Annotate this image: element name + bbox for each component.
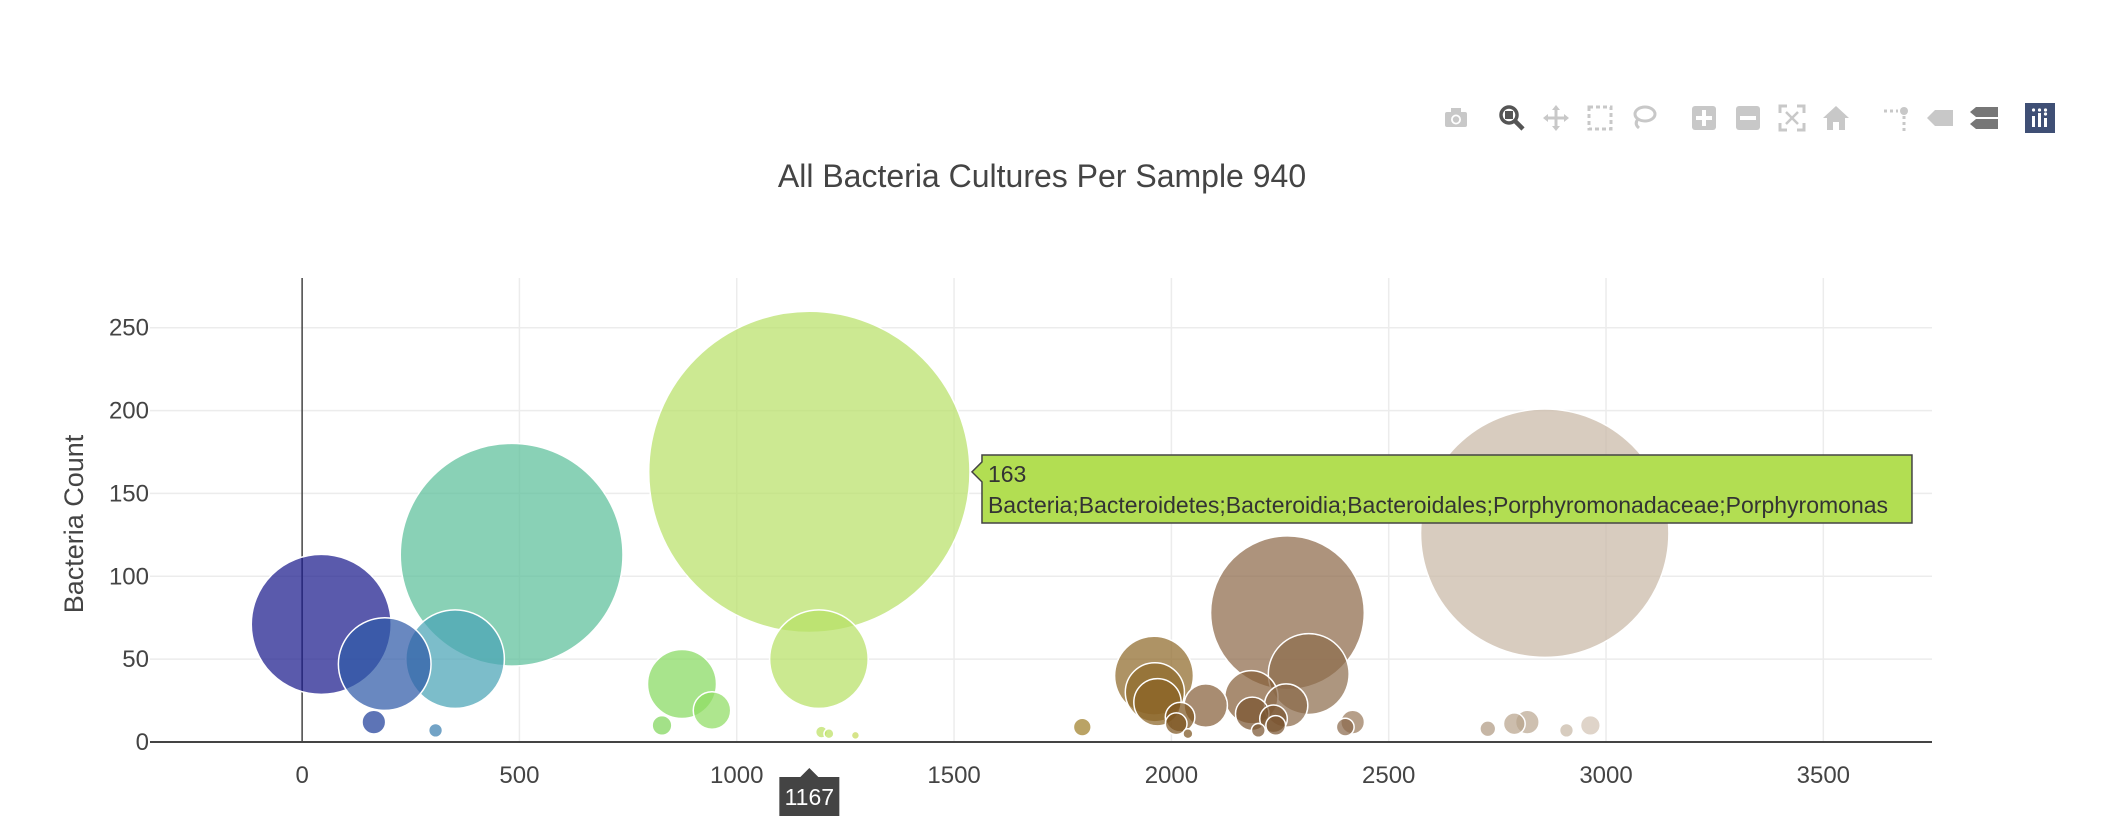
camera-icon: [1445, 108, 1467, 127]
x-hover-label: 1167: [785, 784, 834, 810]
bubble-point[interactable]: [1419, 408, 1670, 659]
bubble-point[interactable]: [647, 310, 971, 634]
y-tick-label: 100: [109, 563, 149, 590]
hover-compare-icon: [1970, 107, 1998, 129]
box-select-icon: [1587, 105, 1613, 131]
zoom-button[interactable]: [1496, 102, 1528, 134]
pan-arrows-icon: [1543, 105, 1569, 131]
hover-closest-button[interactable]: [1924, 102, 1956, 134]
x-tick-label: 2500: [1362, 762, 1415, 789]
lasso-select-button[interactable]: [1628, 102, 1660, 134]
bubble-point[interactable]: [692, 691, 732, 730]
bubble-point[interactable]: [1579, 714, 1601, 737]
bubble-point[interactable]: [1072, 717, 1092, 737]
bubble-point[interactable]: [1479, 720, 1497, 738]
y-tick-label: 200: [109, 398, 149, 425]
hover-box: [970, 454, 1913, 524]
lasso-icon: [1633, 105, 1657, 130]
zoom-out-button[interactable]: [1732, 102, 1764, 134]
reset-axes-button[interactable]: [1820, 102, 1852, 134]
bubble-point[interactable]: [823, 728, 835, 740]
y-tick-label: 150: [109, 480, 149, 507]
bubble-point[interactable]: [768, 609, 869, 710]
bubble-point[interactable]: [1335, 717, 1355, 737]
bubble-point[interactable]: [850, 730, 861, 741]
bubble-point[interactable]: [1250, 722, 1266, 739]
autoscale-icon: [1778, 104, 1806, 132]
autoscale-button[interactable]: [1776, 102, 1808, 134]
bubble-point[interactable]: [427, 722, 444, 739]
bubble-point[interactable]: [361, 709, 387, 735]
bubble-point[interactable]: [1502, 712, 1526, 736]
y-axis-label: Bacteria Count: [59, 434, 89, 613]
bubble-series: [250, 310, 1670, 741]
bubble-point[interactable]: [337, 617, 432, 712]
bubble-point[interactable]: [1558, 722, 1575, 739]
zoom-in-plus-icon: [1692, 106, 1716, 130]
download-plot-button[interactable]: [1440, 102, 1472, 134]
toggle-spike-lines-button[interactable]: [1880, 102, 1912, 134]
x-tick-label: 500: [499, 762, 539, 789]
plotly-logo-button[interactable]: [2024, 102, 2056, 134]
x-tick-label: 0: [295, 762, 308, 789]
box-select-button[interactable]: [1584, 102, 1616, 134]
zoom-in-button[interactable]: [1688, 102, 1720, 134]
x-tick-label: 2000: [1145, 762, 1198, 789]
modebar: [1440, 102, 2080, 138]
bubble-point[interactable]: [651, 714, 673, 737]
x-tick-label: 1000: [710, 762, 763, 789]
pan-button[interactable]: [1540, 102, 1572, 134]
x-tick-label: 1500: [927, 762, 980, 789]
bubble-point[interactable]: [1265, 714, 1287, 737]
home-icon: [1823, 106, 1849, 130]
bubble-point[interactable]: [1164, 712, 1188, 736]
zoom-out-minus-icon: [1736, 106, 1760, 130]
plotly-logo-icon: [2025, 103, 2055, 133]
zoom-magnifier-icon: [1499, 105, 1525, 131]
chart-title: All Bacteria Cultures Per Sample 940: [778, 158, 1306, 194]
hover-label: Bacteria;Bacteroidetes;Bacteroidia;Bacte…: [988, 492, 1888, 518]
bubble-point[interactable]: [1182, 728, 1194, 740]
chart-axes: 0 500 1000 1500 2000 2500 3000 3500 0 50 100 150 200…: [109, 315, 1850, 789]
x-tick-label: 3000: [1579, 762, 1632, 789]
y-tick-label: 250: [109, 315, 149, 342]
y-tick-label: 50: [122, 646, 149, 673]
spike-lines-icon: [1884, 107, 1908, 131]
hover-closest-icon: [1927, 110, 1953, 126]
x-hover-label-box: [779, 768, 840, 816]
hover-tooltip: 163 Bacteria;Bacteroidetes;Bacteroidia;Ba…: [779, 454, 1913, 816]
y-tick-label: 0: [136, 729, 149, 756]
hover-compare-button[interactable]: [1968, 102, 2000, 134]
hover-value: 163: [988, 461, 1026, 487]
x-tick-label: 3500: [1797, 762, 1850, 789]
